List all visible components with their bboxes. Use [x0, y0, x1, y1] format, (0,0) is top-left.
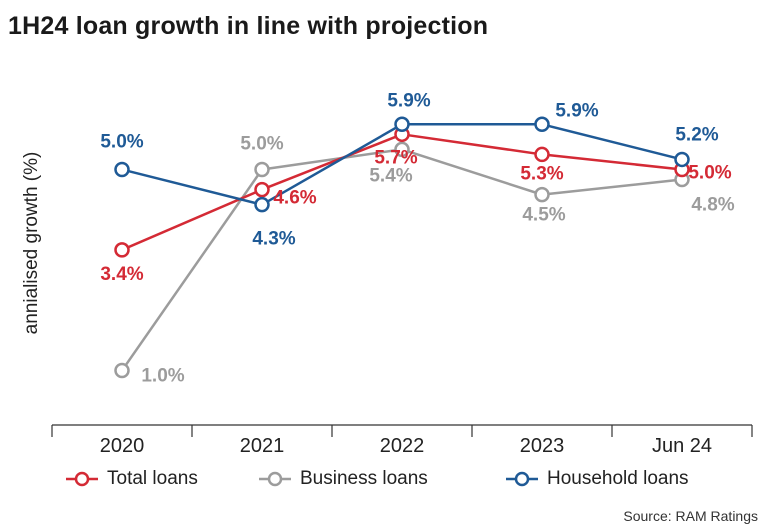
x-tick-label-2022: 2022	[380, 435, 425, 457]
source-note: Source: RAM Ratings	[623, 508, 758, 524]
data-point-total-loans-2021	[254, 181, 270, 198]
data-label-household-loans-2020: 5.0%	[100, 132, 143, 153]
data-label-household-loans-2022: 5.9%	[387, 90, 430, 111]
data-point-business-loans-2022	[394, 141, 410, 158]
data-point-household-loans-jun-24	[674, 151, 690, 168]
data-label-household-loans-2023: 5.9%	[555, 100, 598, 121]
data-labels: 3.4% 4.6% 5.7% 5.3% 5.0% 1.0% 5.0% 5.4% 4.5% 4.8%…	[100, 90, 734, 386]
data-point-total-loans-2023	[534, 146, 550, 163]
data-point-total-loans-2020	[114, 242, 130, 258]
x-tick-label-2021: 2021	[240, 435, 285, 457]
series-layer	[114, 116, 690, 379]
line-chart: annialised growth (%) 2020 2021 2022 2023 Jun…	[21, 90, 753, 457]
legend-label-business-loans: Business loans	[300, 468, 428, 489]
data-label-business-loans-2021: 5.0%	[240, 134, 283, 155]
legend-item-total-loans: Total loans	[65, 468, 198, 490]
legend-item-household-loans: Household loans	[505, 468, 689, 490]
data-label-total-loans-2020: 3.4%	[100, 264, 143, 285]
axes: annialised growth (%) 2020 2021 2022 2023 Jun…	[21, 152, 753, 457]
x-tick-label-2023: 2023	[520, 435, 565, 457]
data-label-business-loans-2020: 1.0%	[141, 366, 184, 387]
chart-title: 1H24 loan growth in line with projection	[8, 12, 489, 40]
legend-swatch-business-loans	[259, 471, 291, 487]
legend-item-business-loans: Business loans	[258, 468, 428, 490]
y-axis-title: annialised growth (%)	[21, 152, 42, 335]
data-label-business-loans-2023: 4.5%	[522, 205, 565, 226]
data-point-household-loans-2022	[394, 116, 410, 133]
legend: Total loans Business loans Household loa…	[0, 468, 768, 498]
data-point-business-loans-2021	[254, 161, 270, 178]
data-label-total-loans-jun-24: 5.0%	[688, 163, 731, 184]
data-label-household-loans-jun-24: 5.2%	[675, 124, 718, 145]
data-label-business-loans-jun-24: 4.8%	[691, 195, 734, 216]
data-label-business-loans-2022: 5.4%	[369, 165, 412, 186]
x-tick-label-2020: 2020	[100, 435, 145, 457]
data-point-household-loans-2020	[114, 161, 130, 178]
data-point-household-loans-2023	[534, 116, 550, 133]
data-label-total-loans-2021: 4.6%	[273, 188, 316, 209]
legend-swatch-total-loans	[66, 471, 98, 487]
data-label-total-loans-2023: 5.3%	[520, 163, 563, 184]
x-tick-label-jun-24: Jun 24	[652, 435, 712, 457]
data-point-household-loans-2021	[254, 196, 270, 213]
data-label-total-loans-2022: 5.7%	[374, 147, 417, 168]
legend-label-total-loans: Total loans	[107, 468, 198, 489]
data-label-household-loans-2021: 4.3%	[252, 229, 295, 250]
data-point-business-loans-2020	[114, 362, 130, 379]
legend-label-household-loans: Household loans	[547, 468, 689, 489]
legend-swatch-household-loans	[506, 471, 538, 487]
data-point-business-loans-2023	[534, 186, 550, 203]
